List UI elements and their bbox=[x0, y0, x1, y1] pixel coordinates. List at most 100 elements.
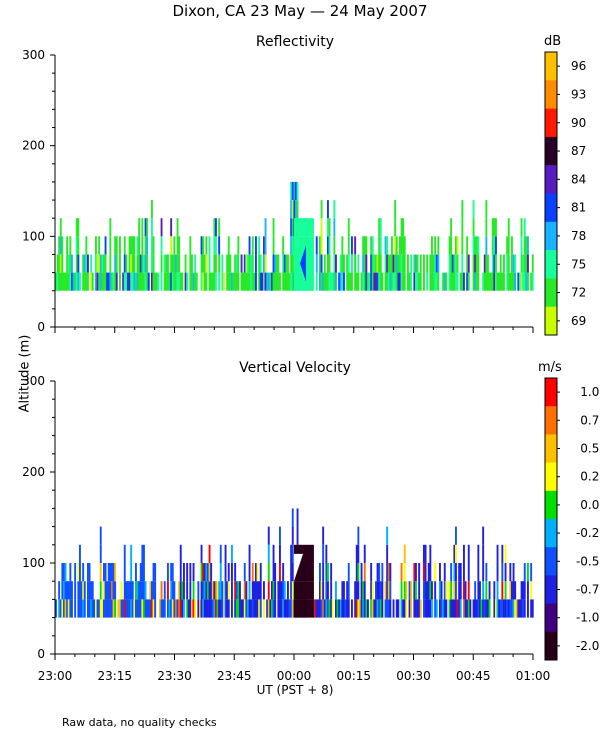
echo-cell bbox=[399, 236, 401, 255]
echo-cell bbox=[202, 254, 205, 273]
echo-cell bbox=[227, 563, 230, 582]
echo-cell bbox=[472, 272, 475, 291]
colorbar-label: -0.25 bbox=[576, 526, 600, 540]
echo-cell bbox=[408, 599, 411, 618]
echo-cell bbox=[77, 254, 80, 273]
echo-cell bbox=[477, 272, 480, 291]
echo-cell bbox=[355, 581, 358, 600]
echo-cell bbox=[91, 272, 94, 291]
echo-cell bbox=[253, 272, 256, 291]
echo-cell bbox=[175, 599, 177, 618]
echo-cell bbox=[315, 599, 318, 618]
echo-cell bbox=[114, 599, 117, 618]
echo-cell bbox=[274, 581, 277, 600]
echo-cell bbox=[363, 254, 366, 273]
echo-cell bbox=[123, 236, 126, 255]
echo-cell bbox=[104, 581, 107, 600]
echo-cell bbox=[291, 581, 294, 600]
echo-cell bbox=[79, 272, 81, 291]
echo-cell bbox=[378, 254, 381, 273]
echo-cell bbox=[237, 599, 240, 618]
echo-cell bbox=[381, 272, 384, 291]
echo-cell bbox=[99, 272, 102, 291]
echo-cell bbox=[531, 272, 534, 291]
echo-cell bbox=[219, 544, 222, 563]
echo-cell bbox=[231, 599, 233, 618]
echo-cell bbox=[215, 236, 217, 255]
echo-cell bbox=[282, 599, 285, 618]
echo-cell bbox=[119, 254, 121, 273]
echo-cell bbox=[136, 272, 139, 291]
echo-cell bbox=[151, 200, 153, 219]
echo-cell bbox=[160, 272, 163, 291]
echo-cell bbox=[437, 236, 440, 255]
echo-cell bbox=[82, 581, 85, 600]
echo-cell bbox=[384, 254, 387, 273]
echo-cell bbox=[397, 272, 400, 291]
echo-cell bbox=[290, 200, 293, 219]
echo-cell bbox=[128, 236, 131, 255]
echo-cell bbox=[143, 563, 145, 582]
echo-cell bbox=[101, 272, 104, 291]
echo-cell bbox=[474, 236, 477, 255]
echo-cell bbox=[109, 254, 112, 273]
echo-cell bbox=[399, 272, 401, 291]
echo-cell bbox=[463, 544, 465, 563]
echo-cell bbox=[287, 599, 289, 618]
echo-cell bbox=[379, 236, 382, 255]
echo-cell bbox=[215, 254, 217, 273]
echo-cell bbox=[463, 581, 465, 600]
echo-cell bbox=[146, 218, 149, 237]
echo-cell bbox=[426, 272, 429, 291]
echo-cell bbox=[163, 254, 166, 273]
echo-cell bbox=[237, 254, 240, 273]
echo-cell bbox=[107, 581, 110, 600]
echo-cell bbox=[360, 581, 363, 600]
echo-cell bbox=[135, 599, 137, 618]
echo-cell bbox=[291, 200, 294, 219]
echo-cell bbox=[467, 581, 470, 600]
echo-cell bbox=[114, 236, 117, 255]
colorbar-swatch bbox=[545, 547, 557, 576]
echo-cell bbox=[248, 544, 251, 563]
echo-cell bbox=[106, 272, 109, 291]
echo-cell bbox=[487, 272, 489, 291]
echo-cell bbox=[194, 599, 197, 618]
echo-cell bbox=[495, 236, 497, 255]
echo-cell bbox=[136, 599, 139, 618]
echo-cell bbox=[291, 599, 294, 618]
echo-cell bbox=[362, 254, 365, 273]
echo-cell bbox=[218, 218, 221, 237]
echo-cell bbox=[213, 581, 216, 600]
echo-cell bbox=[359, 599, 361, 618]
echo-cell bbox=[192, 563, 195, 582]
echo-cell bbox=[531, 599, 534, 618]
x-tick-label: 23:00 bbox=[38, 669, 73, 683]
echo-cell bbox=[221, 581, 224, 600]
echo-cell bbox=[283, 599, 286, 618]
echo-cell bbox=[519, 599, 521, 618]
echo-cell bbox=[59, 218, 62, 237]
echo-cell bbox=[179, 581, 182, 600]
echo-cell bbox=[131, 272, 134, 291]
echo-cell bbox=[74, 563, 77, 582]
echo-cell bbox=[160, 236, 163, 255]
echo-cell bbox=[103, 272, 105, 291]
echo-cell bbox=[517, 272, 520, 291]
echo-cell bbox=[131, 236, 134, 255]
echo-cell bbox=[317, 599, 320, 618]
echo-cell bbox=[152, 236, 155, 255]
echo-cell bbox=[131, 581, 134, 600]
echo-cell bbox=[405, 581, 408, 600]
echo-cell bbox=[251, 236, 254, 255]
echo-cell bbox=[523, 599, 526, 618]
echo-cell bbox=[280, 581, 283, 600]
echo-cell bbox=[440, 581, 443, 600]
echo-cell bbox=[347, 581, 350, 600]
echo-cell bbox=[322, 526, 325, 545]
echo-cell bbox=[136, 581, 139, 600]
echo-cell bbox=[294, 218, 314, 237]
echo-cell bbox=[130, 254, 133, 273]
echo-cell bbox=[280, 599, 283, 618]
colorbar-swatch bbox=[545, 165, 557, 194]
